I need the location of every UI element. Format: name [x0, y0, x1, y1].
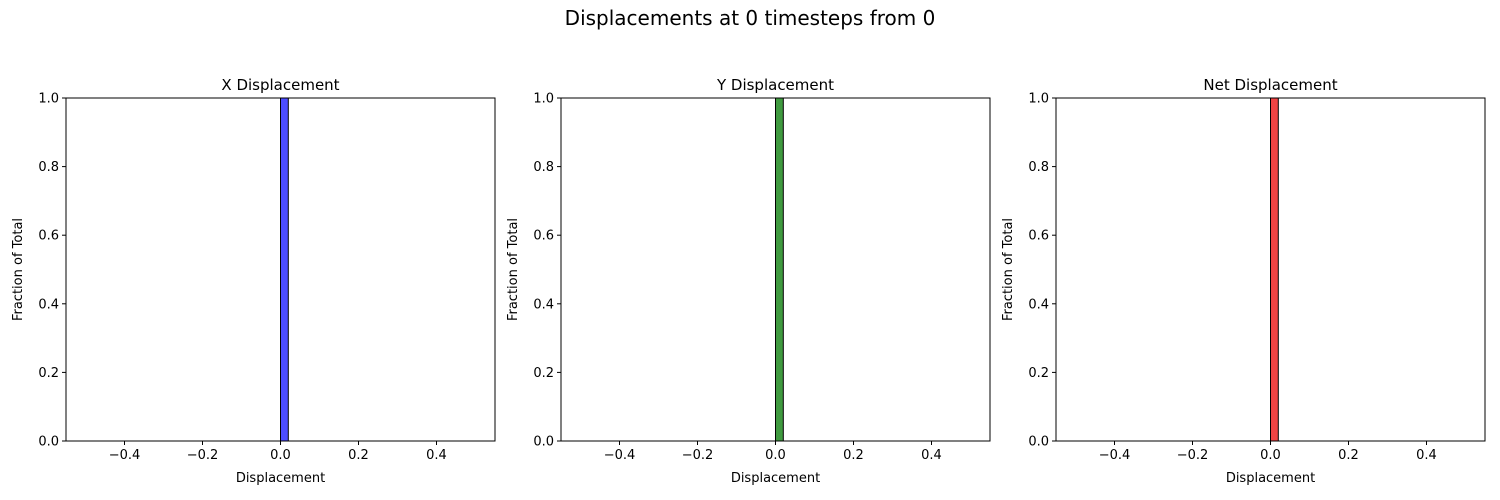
x-tick-label: 0.4: [426, 448, 447, 463]
y-tick-label: 1.0: [1028, 92, 1049, 107]
x-tick-label: 0.4: [1416, 448, 1437, 463]
subplot-1: −0.4 −0.2 0.0 0.2 0.4 0.0 0.2 0.4 0.6 0.8 1.0 X Dis…: [11, 76, 496, 486]
subplot-2: −0.4 −0.2 0.0 0.2 0.4 0.0 0.2 0.4 0.6 0.8 1.0 Y Dis…: [506, 76, 991, 486]
x-axis-label: Displacement: [1226, 471, 1315, 486]
y-tick-label: 0.0: [38, 435, 59, 450]
x-tick-label: −0.4: [109, 448, 141, 463]
y-tick-label: 0.2: [38, 366, 59, 381]
y-tick-label: 0.4: [38, 297, 59, 312]
subplot-title: X Displacement: [221, 76, 339, 94]
subplot-3: −0.4 −0.2 0.0 0.2 0.4 0.0 0.2 0.4 0.6 0.8 1.0 Net D…: [1001, 76, 1486, 486]
y-tick-label: 0.6: [38, 229, 59, 244]
y-tick-label: 0.6: [533, 229, 554, 244]
y-tick-label: 0.0: [533, 435, 554, 450]
y-tick-label: 0.8: [38, 160, 59, 175]
y-tick-label: 0.0: [1028, 435, 1049, 450]
y-axis-label: Fraction of Total: [11, 218, 26, 321]
x-tick-label: 0.2: [348, 448, 369, 463]
x-tick-label: 0.2: [1338, 448, 1359, 463]
x-tick-label: 0.2: [843, 448, 864, 463]
y-tick-label: 0.8: [533, 160, 554, 175]
y-tick-label: 0.8: [1028, 160, 1049, 175]
x-tick-label: −0.2: [1177, 448, 1209, 463]
x-tick-label: 0.0: [765, 448, 786, 463]
x-tick-label: 0.0: [270, 448, 291, 463]
x-tick-label: 0.0: [1260, 448, 1281, 463]
y-tick-label: 0.2: [1028, 366, 1049, 381]
y-tick-label: 0.4: [1028, 297, 1049, 312]
y-axis-label: Fraction of Total: [1001, 218, 1016, 321]
subplot-title: Net Displacement: [1203, 76, 1337, 94]
subplot-title: Y Displacement: [716, 76, 834, 94]
x-tick-label: −0.4: [1099, 448, 1131, 463]
y-tick-label: 0.2: [533, 366, 554, 381]
histogram-bar: [280, 97, 289, 442]
y-tick-label: 1.0: [38, 92, 59, 107]
histogram-bar: [775, 97, 784, 442]
x-tick-label: −0.2: [682, 448, 714, 463]
y-tick-label: 0.6: [1028, 229, 1049, 244]
histogram-bar: [1270, 97, 1279, 442]
x-axis-label: Displacement: [236, 471, 325, 486]
x-tick-label: −0.2: [187, 448, 219, 463]
y-axis-label: Fraction of Total: [506, 218, 521, 321]
x-tick-label: 0.4: [921, 448, 942, 463]
y-tick-label: 0.4: [533, 297, 554, 312]
x-axis-label: Displacement: [731, 471, 820, 486]
figure-title: Displacements at 0 timesteps from 0: [564, 6, 936, 30]
x-tick-label: −0.4: [604, 448, 636, 463]
y-tick-label: 1.0: [533, 92, 554, 107]
